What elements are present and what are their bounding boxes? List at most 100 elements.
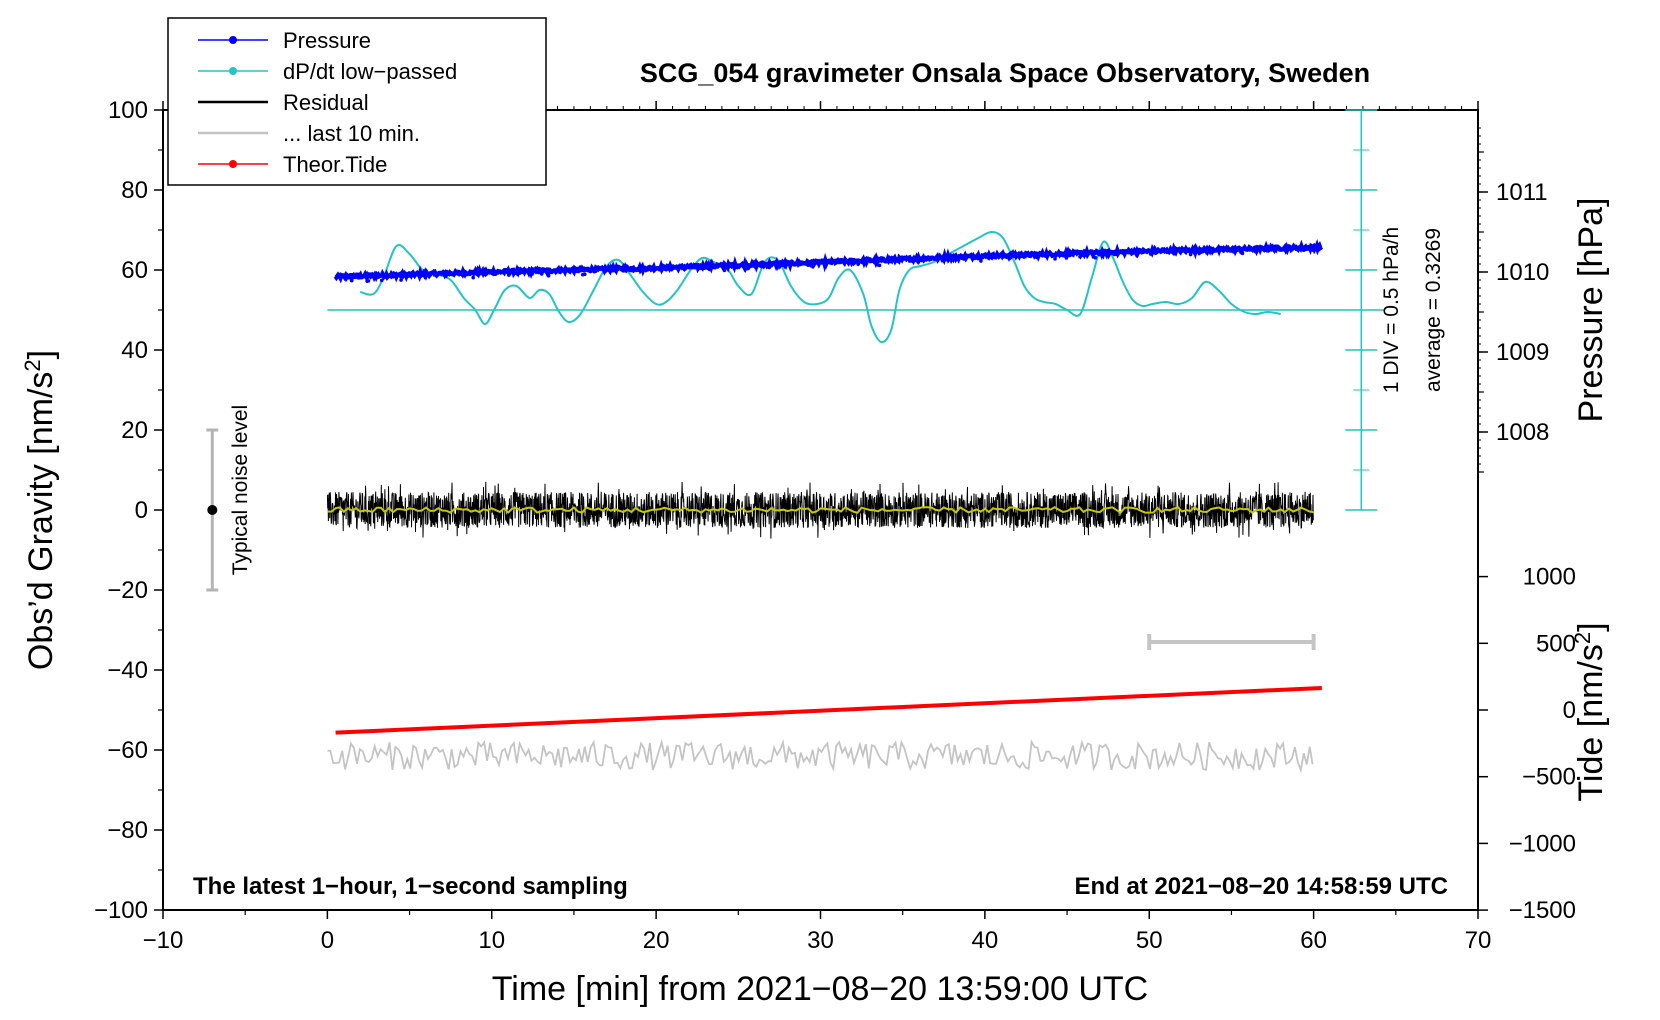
tide-tick-label: 1000 <box>1523 564 1576 591</box>
x-tick-label: 0 <box>321 927 334 954</box>
legend-label: dP/dt low−passed <box>283 59 457 84</box>
theor-tide-line <box>335 685 1322 735</box>
legend-marker <box>229 160 237 168</box>
pressure-tick-label: 1010 <box>1496 259 1549 286</box>
pressure-point <box>746 266 750 271</box>
pressure-point <box>493 272 498 277</box>
pressure-point <box>349 278 354 283</box>
pressure-point <box>517 271 522 275</box>
residual-line <box>326 481 1314 539</box>
x-tick-label: −10 <box>143 927 184 954</box>
dpdt-line <box>359 230 1281 344</box>
pressure-point <box>1266 248 1270 252</box>
x-tick-label: 10 <box>478 927 505 954</box>
pressure-line <box>333 238 1323 284</box>
pressure-tick-label: 1008 <box>1496 419 1549 446</box>
pressure-point <box>539 272 544 276</box>
pressure-point <box>877 263 882 268</box>
legend-label: ... last 10 min. <box>283 121 420 146</box>
pressure-point <box>365 279 369 283</box>
y-left-tick-label: 0 <box>135 497 148 524</box>
noise-bar <box>206 428 219 592</box>
series-last-10-min <box>327 634 1316 774</box>
y-axis-left-title-sup: 2 <box>20 359 45 371</box>
pressure-point <box>1093 255 1098 260</box>
y-axis-left-title-main: Obs’d Gravity [nm/s <box>22 372 60 671</box>
series-dpdt <box>327 230 1385 344</box>
pressure-point <box>806 263 810 267</box>
legend-label: Theor.Tide <box>283 152 387 177</box>
y-left-tick-label: 40 <box>121 337 148 364</box>
pressure-point <box>1188 252 1193 257</box>
pressure-point <box>1053 257 1057 261</box>
y-axis-tide-title-sup: 2 <box>1570 632 1595 644</box>
x-axis-title: Time [min] from 2021−08−20 13:59:00 UTC <box>492 970 1148 1008</box>
pressure-point <box>580 272 585 277</box>
legend-marker <box>229 67 237 75</box>
pressure-point <box>856 262 860 266</box>
pressure-point <box>1240 251 1245 256</box>
last-10-min-line <box>327 738 1314 774</box>
legend-label: Pressure <box>283 28 371 53</box>
pressure-point <box>1104 252 1109 257</box>
y-axis-tide-title: Tide [nm/s2] <box>1570 622 1610 801</box>
legend-label: Residual <box>283 90 369 115</box>
y-axis-left: −100 −80 −60 −40 −20 0 20 40 60 80 100 <box>94 97 163 924</box>
y-axis-left-title: Obs’d Gravity [nm/s2] <box>20 350 60 670</box>
x-tick-label: 20 <box>643 927 670 954</box>
pressure-point <box>379 278 384 283</box>
div-label: 1 DIV = 0.5 hPa/h <box>1380 227 1403 393</box>
pressure-point <box>356 276 361 280</box>
pressure-point <box>1100 252 1105 257</box>
pressure-point <box>399 278 403 282</box>
end-time-note: End at 2021−08−20 14:58:59 UTC <box>1074 873 1448 900</box>
pressure-point <box>811 264 815 269</box>
x-tick-label: 30 <box>807 927 834 954</box>
chart-title: SCG_054 gravimeter Onsala Space Observat… <box>640 58 1370 88</box>
legend-marker <box>229 36 237 44</box>
pressure-point <box>682 267 687 271</box>
x-tick-label: 40 <box>972 927 999 954</box>
y-left-tick-label: −100 <box>94 897 148 924</box>
pressure-point <box>767 265 772 270</box>
y-axis-left-title-end: ] <box>22 350 60 359</box>
y-axis-tide-title-end: ] <box>1572 622 1610 631</box>
pressure-point <box>1078 254 1082 259</box>
pressure-point <box>1112 252 1117 257</box>
x-tick-label: 50 <box>1136 927 1163 954</box>
sampling-note: The latest 1−hour, 1−second sampling <box>193 873 628 900</box>
y-left-tick-label: −40 <box>107 657 148 684</box>
pressure-point <box>895 259 900 263</box>
noise-bar-point <box>207 505 218 515</box>
pressure-point <box>391 274 395 279</box>
pressure-point <box>979 259 983 263</box>
pressure-point <box>872 260 877 265</box>
average-label: average = 0.3269 <box>1422 228 1445 392</box>
pressure-point <box>506 273 511 277</box>
y-axis-pressure-title: Pressure [hPa] <box>1572 198 1610 423</box>
tide-tick-label: 0 <box>1563 697 1576 724</box>
y-left-tick-label: 60 <box>121 257 148 284</box>
pressure-tick-label: 1011 <box>1496 179 1548 206</box>
y-left-tick-label: −20 <box>107 577 148 604</box>
series-residual <box>326 481 1314 539</box>
pressure-point <box>471 275 475 280</box>
pressure-tick-label: 1009 <box>1496 339 1549 366</box>
noise-level-label: Typical noise level <box>229 405 252 575</box>
pressure-point <box>1301 248 1306 253</box>
pressure-point <box>722 268 727 273</box>
y-left-tick-label: 100 <box>108 97 148 124</box>
y-left-tick-label: 80 <box>121 177 148 204</box>
y-left-tick-label: 20 <box>121 417 148 444</box>
y-axis-tide: −1500 −1000 −500 0 500 1000 <box>1478 564 1576 924</box>
legend: Pressure dP/dt low−passed Residual ... last… <box>167 17 547 186</box>
tide-tick-label: 500 <box>1536 630 1576 657</box>
tide-tick-label: −1000 <box>1509 830 1576 857</box>
y-left-tick-label: −80 <box>107 817 148 844</box>
tide-tick-label: −1500 <box>1509 897 1576 924</box>
x-axis: −10 0 10 20 30 40 50 60 70 <box>143 101 1491 954</box>
pressure-point <box>1034 255 1039 260</box>
residual-smoothed-line <box>327 506 1314 515</box>
pressure-point <box>1148 252 1153 256</box>
